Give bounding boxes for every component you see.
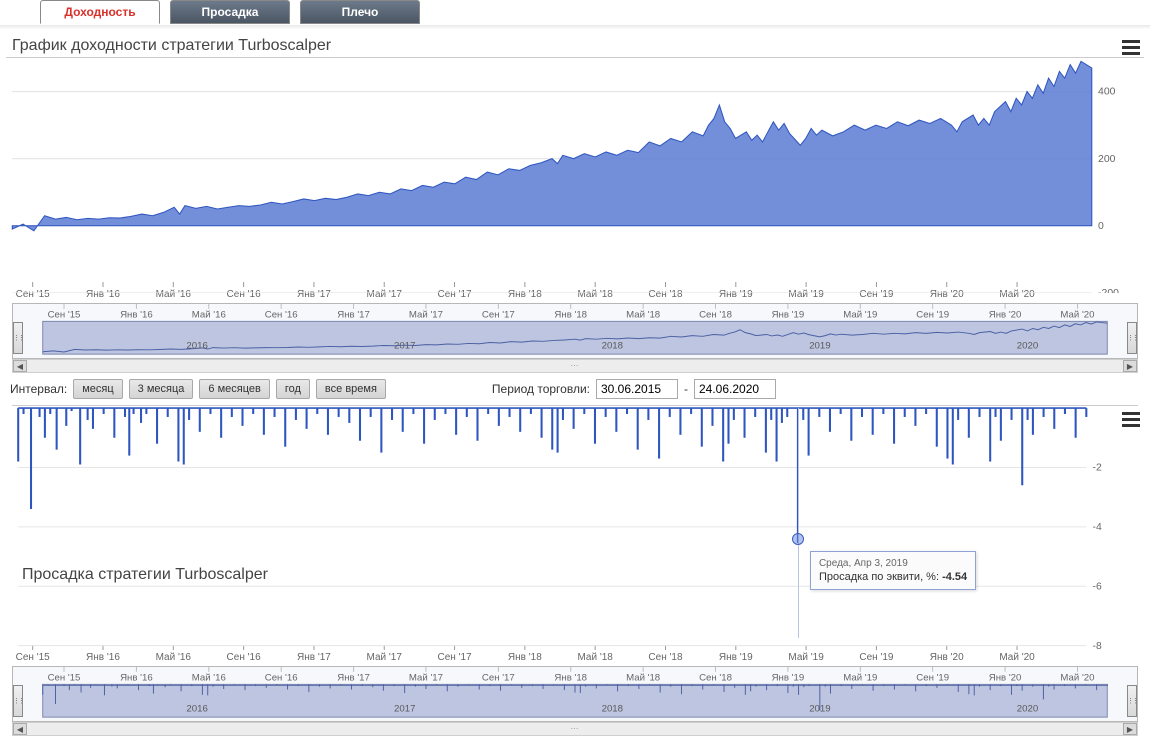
svg-text:Май '18: Май '18 <box>626 673 660 684</box>
yield-scrollbar[interactable]: ◀ ⋯ ▶ <box>12 359 1138 373</box>
svg-text:2020: 2020 <box>1017 340 1038 351</box>
range2-handle-right[interactable]: ⋮⋮ <box>1127 685 1137 717</box>
interval-btn-6months[interactable]: 6 месяцев <box>199 379 269 399</box>
svg-text:-8: -8 <box>1093 641 1102 652</box>
svg-text:Сен '17: Сен '17 <box>482 673 515 684</box>
scroll2-left-icon[interactable]: ◀ <box>13 723 27 735</box>
svg-text:Сен '16: Сен '16 <box>265 310 298 321</box>
svg-text:2019: 2019 <box>809 703 830 714</box>
svg-text:Янв '20: Янв '20 <box>989 673 1022 684</box>
range-handle-left[interactable]: ⋮⋮ <box>13 322 23 354</box>
crosshair-line <box>798 408 799 638</box>
tooltip-value: -4.54 <box>942 571 967 583</box>
drawdown-tooltip: Среда, Апр 3, 2019 Просадка по эквити, %… <box>810 551 976 590</box>
interval-btn-all[interactable]: все время <box>316 379 386 399</box>
svg-text:Май '19: Май '19 <box>843 673 877 684</box>
svg-text:Сен '15: Сен '15 <box>48 310 81 321</box>
svg-text:0: 0 <box>1098 221 1104 232</box>
yield-range-selector[interactable]: Сен '15 Янв '16 Май '16 Сен '16 Янв '17 Май '… <box>12 303 1138 359</box>
svg-text:-4: -4 <box>1093 522 1102 533</box>
svg-text:-200: -200 <box>1098 288 1119 293</box>
yield-chart[interactable]: -2000200400 Доходность, % <box>6 57 1144 282</box>
svg-text:Сен '19: Сен '19 <box>916 310 949 321</box>
drawdown-chart[interactable]: -8-6-4-2 Просадка стратегии Turboscalper… <box>12 405 1138 645</box>
drawdown-chart-panel: -8 -6 -4 -2 Просадка стратегии Turboscalper… <box>0 405 1150 736</box>
svg-text:-2: -2 <box>1093 463 1102 474</box>
interval-btn-year[interactable]: год <box>276 379 310 399</box>
svg-text:Май '20: Май '20 <box>1060 673 1094 684</box>
period-from-input[interactable] <box>596 379 678 399</box>
svg-text:2017: 2017 <box>394 340 415 351</box>
svg-text:Сен '17: Сен '17 <box>482 310 515 321</box>
interval-controls: Интервал: месяц 3 месяца 6 месяцев год в… <box>0 373 1150 405</box>
svg-text:200: 200 <box>1098 154 1116 165</box>
svg-text:2016: 2016 <box>186 340 207 351</box>
svg-text:Май '19: Май '19 <box>843 310 877 321</box>
tab-drawdown[interactable]: Просадка <box>170 0 290 24</box>
svg-text:Янв '20: Янв '20 <box>989 310 1022 321</box>
period-sep: - <box>684 382 688 396</box>
svg-text:Сен '18: Сен '18 <box>699 673 732 684</box>
drawdown-range-selector[interactable]: Сен '15 Янв '16 Май '16 Сен '16 Янв '17 Май '… <box>12 666 1138 722</box>
svg-text:Май '16: Май '16 <box>192 310 226 321</box>
svg-text:Янв '19: Янв '19 <box>772 673 805 684</box>
scroll-right-icon[interactable]: ▶ <box>1123 360 1137 372</box>
drawdown-scrollbar[interactable]: ◀ ⋯ ▶ <box>12 722 1138 736</box>
svg-text:Май '17: Май '17 <box>409 673 443 684</box>
yield-chart-title: График доходности стратегии Turboscalper <box>6 33 1144 57</box>
tab-leverage[interactable]: Плечо <box>300 0 420 24</box>
svg-text:Янв '16: Янв '16 <box>120 673 153 684</box>
svg-text:2018: 2018 <box>602 703 623 714</box>
tabs-bar: Доходность Просадка Плечо <box>0 0 1150 29</box>
interval-btn-month[interactable]: месяц <box>73 379 122 399</box>
crosshair-marker-icon <box>792 533 804 545</box>
range2-handle-left[interactable]: ⋮⋮ <box>13 685 23 717</box>
svg-text:Янв '19: Янв '19 <box>772 310 805 321</box>
svg-text:Сен '15: Сен '15 <box>48 673 81 684</box>
tooltip-date: Среда, Апр 3, 2019 <box>819 558 967 569</box>
range-handle-right[interactable]: ⋮⋮ <box>1127 322 1137 354</box>
svg-text:2020: 2020 <box>1017 703 1038 714</box>
svg-text:400: 400 <box>1098 87 1116 98</box>
period-to-input[interactable] <box>694 379 776 399</box>
period-label: Период торговли: <box>492 382 590 396</box>
svg-text:2016: 2016 <box>186 703 207 714</box>
svg-text:Сен '19: Сен '19 <box>916 673 949 684</box>
svg-text:-6: -6 <box>1093 581 1102 592</box>
svg-text:Янв '18: Янв '18 <box>554 310 587 321</box>
svg-text:2018: 2018 <box>602 340 623 351</box>
svg-text:Сен '16: Сен '16 <box>265 673 298 684</box>
svg-text:Май '16: Май '16 <box>192 673 226 684</box>
svg-text:Сен '18: Сен '18 <box>699 310 732 321</box>
scroll-left-icon[interactable]: ◀ <box>13 360 27 372</box>
tooltip-label: Просадка по эквити, %: <box>819 571 939 583</box>
svg-text:Янв '17: Янв '17 <box>337 673 370 684</box>
svg-text:Янв '18: Янв '18 <box>554 673 587 684</box>
yield-chart-panel: График доходности стратегии Turboscalper… <box>0 29 1150 373</box>
svg-text:Май '18: Май '18 <box>626 310 660 321</box>
svg-text:Янв '17: Янв '17 <box>337 310 370 321</box>
svg-text:Май '20: Май '20 <box>1060 310 1094 321</box>
svg-text:Янв '16: Янв '16 <box>120 310 153 321</box>
tab-yield[interactable]: Доходность <box>40 0 160 24</box>
scroll2-right-icon[interactable]: ▶ <box>1123 723 1137 735</box>
svg-text:Май '17: Май '17 <box>409 310 443 321</box>
interval-label: Интервал: <box>10 382 67 396</box>
interval-btn-3months[interactable]: 3 месяца <box>129 379 194 399</box>
chart-menu-icon[interactable] <box>1122 37 1140 58</box>
drawdown-chart-title: Просадка стратегии Turboscalper <box>22 566 268 584</box>
svg-text:2019: 2019 <box>809 340 830 351</box>
svg-text:2017: 2017 <box>394 703 415 714</box>
